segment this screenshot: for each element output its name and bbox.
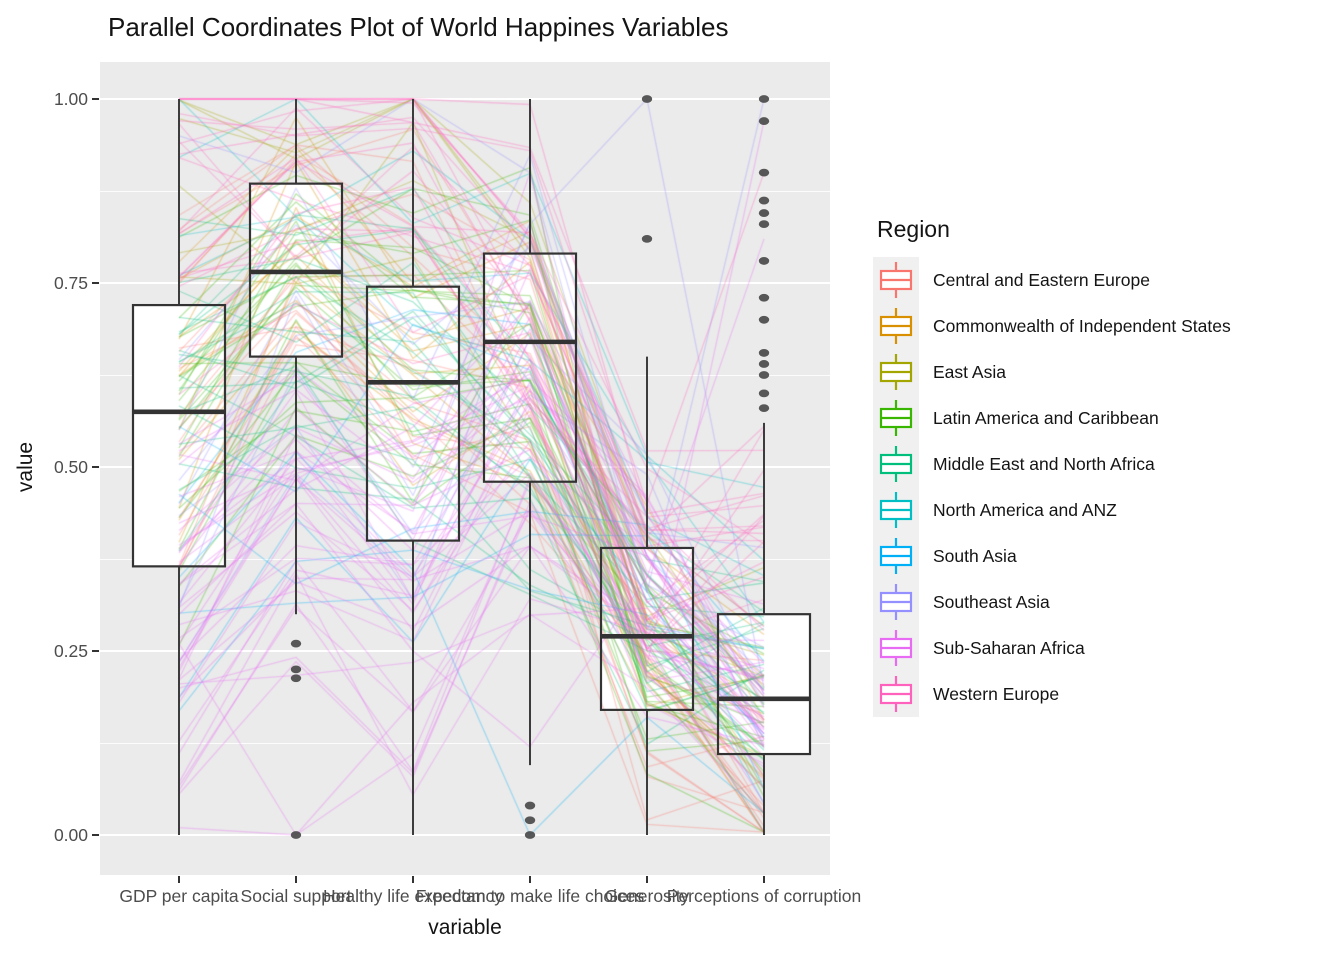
x-category-label: Generosity — [604, 886, 690, 906]
legend-item-south-asia: South Asia — [873, 533, 1231, 579]
x-tick-mark — [412, 876, 414, 883]
outlier-point — [758, 209, 770, 217]
x-tick-mark — [178, 876, 180, 883]
boxplot-key-icon — [873, 303, 919, 349]
legend-item-label: Central and Eastern Europe — [933, 269, 1150, 290]
outlier-point — [758, 220, 770, 229]
outlier-point — [758, 95, 770, 103]
legend-item-label: East Asia — [933, 361, 1006, 382]
y-tick-label: 0.50 — [53, 457, 88, 477]
y-tick-mark — [92, 282, 99, 284]
boxplot-overlay — [131, 95, 812, 839]
legend-item-north-america-and-anz: North America and ANZ — [873, 487, 1231, 533]
outlier-point — [758, 349, 770, 357]
outlier-point — [290, 639, 302, 648]
legend-item-latin-america-and-caribbean: Latin America and Caribbean — [873, 395, 1231, 441]
boxplot-key-icon — [873, 441, 919, 487]
x-tick-mark — [529, 876, 531, 883]
boxplot-key-icon — [873, 625, 919, 671]
region-legend: Region Central and Eastern Europe Commonw… — [873, 216, 1231, 717]
box — [131, 303, 227, 568]
outlier-point — [758, 315, 770, 324]
boxplot-key-icon — [873, 395, 919, 441]
legend-item-sub-saharan-africa: Sub-Saharan Africa — [873, 625, 1231, 671]
y-tick-label: 1.00 — [53, 89, 88, 109]
legend-item-middle-east-and-north-africa: Middle East and North Africa — [873, 441, 1231, 487]
legend-item-label: Commonwealth of Independent States — [933, 315, 1231, 336]
x-tick-mark — [646, 876, 648, 883]
y-tick-label: 0.00 — [53, 825, 88, 845]
legend-item-label: Latin America and Caribbean — [933, 407, 1159, 428]
boxplot-key-icon — [873, 349, 919, 395]
x-category-label: Healthy life expectancy — [323, 886, 503, 906]
legend-item-label: Sub-Saharan Africa — [933, 637, 1085, 658]
legend-item-label: Middle East and North Africa — [933, 453, 1155, 474]
legend-item-label: Western Europe — [933, 683, 1060, 704]
box — [716, 613, 812, 756]
y-tick-label: 0.25 — [53, 641, 88, 661]
legend-title: Region — [877, 216, 950, 242]
legend-item-central-and-eastern-europe: Central and Eastern Europe — [873, 257, 1231, 303]
outlier-point — [758, 117, 770, 125]
outlier-point — [524, 816, 536, 825]
outlier-point — [290, 674, 302, 683]
y-tick-mark — [92, 834, 99, 836]
parallel-lines-canvas — [100, 62, 830, 875]
legend-item-label: North America and ANZ — [933, 499, 1117, 520]
outlier-point — [758, 293, 770, 302]
box — [482, 252, 578, 483]
x-axis-title: variable — [428, 916, 502, 939]
plot-panel — [100, 62, 830, 875]
outlier-point — [758, 196, 770, 205]
legend-item-label: Southeast Asia — [933, 591, 1050, 612]
y-tick-mark — [92, 98, 99, 100]
legend-item-east-asia: East Asia — [873, 349, 1231, 395]
chart-title: Parallel Coordinates Plot of World Happi… — [108, 12, 729, 42]
outlier-point — [641, 95, 653, 103]
outlier-point — [290, 831, 302, 839]
outlier-point — [758, 360, 770, 368]
box — [365, 285, 461, 542]
legend-item-southeast-asia: Southeast Asia — [873, 579, 1231, 625]
legend-item-label: South Asia — [933, 545, 1017, 566]
boxplot-key-icon — [873, 533, 919, 579]
x-tick-mark — [763, 876, 765, 883]
legend-items: Central and Eastern Europe Commonwealth o… — [873, 257, 1231, 717]
boxplot-key-icon — [873, 671, 919, 717]
outlier-point — [758, 389, 770, 398]
boxplot-key-icon — [873, 579, 919, 625]
outlier-point — [524, 831, 536, 839]
box — [599, 546, 695, 711]
outlier-point — [290, 665, 302, 674]
outlier-point — [758, 257, 770, 265]
outlier-point — [758, 168, 770, 177]
outlier-point — [524, 801, 536, 810]
outlier-point — [641, 234, 653, 243]
boxplot-key-icon — [873, 257, 919, 303]
outlier-point — [758, 404, 770, 413]
y-tick-label: 0.75 — [53, 273, 88, 293]
outlier-point — [758, 371, 770, 379]
x-category-label: GDP per capita — [119, 886, 239, 906]
x-tick-mark — [295, 876, 297, 883]
x-category-label: Social support — [240, 886, 352, 906]
boxplot-key-icon — [873, 487, 919, 533]
y-tick-mark — [92, 650, 99, 652]
x-category-label: Perceptions of corruption — [666, 886, 862, 906]
legend-item-western-europe: Western Europe — [873, 671, 1231, 717]
x-category-label: Freedom to make life choices — [415, 886, 645, 906]
legend-item-commonwealth-of-independent-states: Commonwealth of Independent States — [873, 303, 1231, 349]
y-tick-mark — [92, 466, 99, 468]
